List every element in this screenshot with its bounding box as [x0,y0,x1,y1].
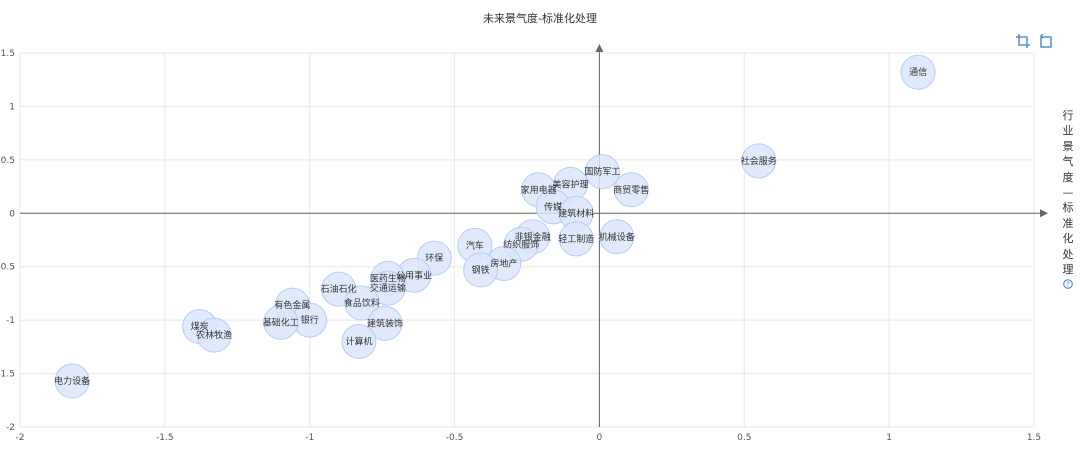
data-label: 公用事业 [396,269,432,281]
question-circle-icon[interactable]: ? [1063,279,1073,290]
data-label: 通信 [909,66,927,78]
data-label: 交通运输 [370,282,406,294]
data-label: 机械设备 [599,231,635,243]
data-label: 非银金融 [515,231,551,243]
data-label: 纺织服饰 [503,238,539,250]
y-axis-label-char: 标 [1062,201,1074,215]
x-tick-label: 0.5 [737,433,751,443]
data-label: 建筑材料 [558,207,594,219]
data-label: 食品饮料 [344,297,380,309]
data-point [558,221,594,257]
y-axis-label-char: 景 [1062,139,1074,153]
data-label: 家用电器 [521,184,557,196]
y-tick-label: -1 [6,316,15,326]
chart-toolbar [1016,34,1052,48]
svg-text:?: ? [1066,281,1070,289]
x-tick-label: -1 [305,433,314,443]
data-label: 基础化工 [263,316,299,328]
data-point [463,252,499,288]
x-axis-arrow [1040,209,1048,218]
y-axis-arrow [595,44,604,52]
y-axis-label-char: 准 [1062,216,1074,230]
data-label: 建筑装饰 [367,317,403,329]
data-label: 煤炭 [191,321,209,333]
data-point [741,143,777,179]
data-label: 房地产 [490,258,517,270]
data-label: 美容护理 [552,178,588,190]
data-label: 医药生物 [370,272,406,284]
y-axis-label-char: 气 [1062,155,1074,169]
x-tick-label: -2 [16,433,25,443]
x-tick-label: 1 [886,433,892,443]
data-label: 农林牧渔 [196,329,232,341]
data-label: 社会服务 [741,155,777,167]
data-point [196,317,232,353]
data-label: 钢铁 [472,264,490,276]
y-tick-label: 1.5 [1,49,15,59]
data-label: 有色金属 [274,299,310,311]
y-tick-label: -0.5 [0,263,15,273]
data-label: 汽车 [466,239,484,251]
x-tick-label: 1.5 [1027,433,1041,443]
data-point [54,363,90,399]
chart-title: 未来景气度-标准化处理 [483,12,597,25]
data-point [599,219,635,255]
y-tick-label: -1.5 [0,370,15,380]
data-label: 商贸零售 [613,184,649,196]
data-label: 传媒 [544,201,562,213]
y-axis-label: 行业景气度 — 标准化处理 ? [1058,108,1078,294]
y-axis-label-char: 行 [1062,109,1074,122]
y-tick-label: 0 [9,209,15,219]
data-point [344,285,380,321]
x-tick-label: -1.5 [156,433,174,443]
y-axis-label-char: 度 [1062,170,1074,184]
y-axis-label-text: 行业景气度 — 标准化处理 [1058,108,1078,277]
y-tick-label: 1 [9,102,15,112]
data-label: 国防军工 [584,166,620,178]
data-label: 轻工制造 [558,233,594,245]
y-axis-label-char: 化 [1062,232,1074,246]
y-axis-label-char: — [1062,186,1074,200]
data-label: 环保 [425,252,443,264]
x-tick-label: -0.5 [446,433,464,443]
data-point [613,172,649,208]
y-tick-label: 0.5 [1,156,15,166]
y-tick-label: -2 [6,423,15,433]
data-point [584,154,620,190]
data-label: 电力设备 [54,375,90,387]
data-point [367,305,403,341]
crop-icon[interactable] [1016,34,1030,48]
data-point [900,54,936,90]
data-label: 石油石化 [321,283,357,295]
y-axis-label-char: 理 [1062,263,1074,277]
y-axis-label-char: 处 [1062,247,1074,261]
data-label: 计算机 [345,336,372,348]
restore-icon[interactable] [1038,34,1052,48]
data-label: 银行 [301,314,319,326]
y-axis-label-char: 业 [1062,124,1074,138]
data-point [263,304,299,340]
data-point [341,324,377,360]
x-tick-label: 0 [597,433,603,443]
